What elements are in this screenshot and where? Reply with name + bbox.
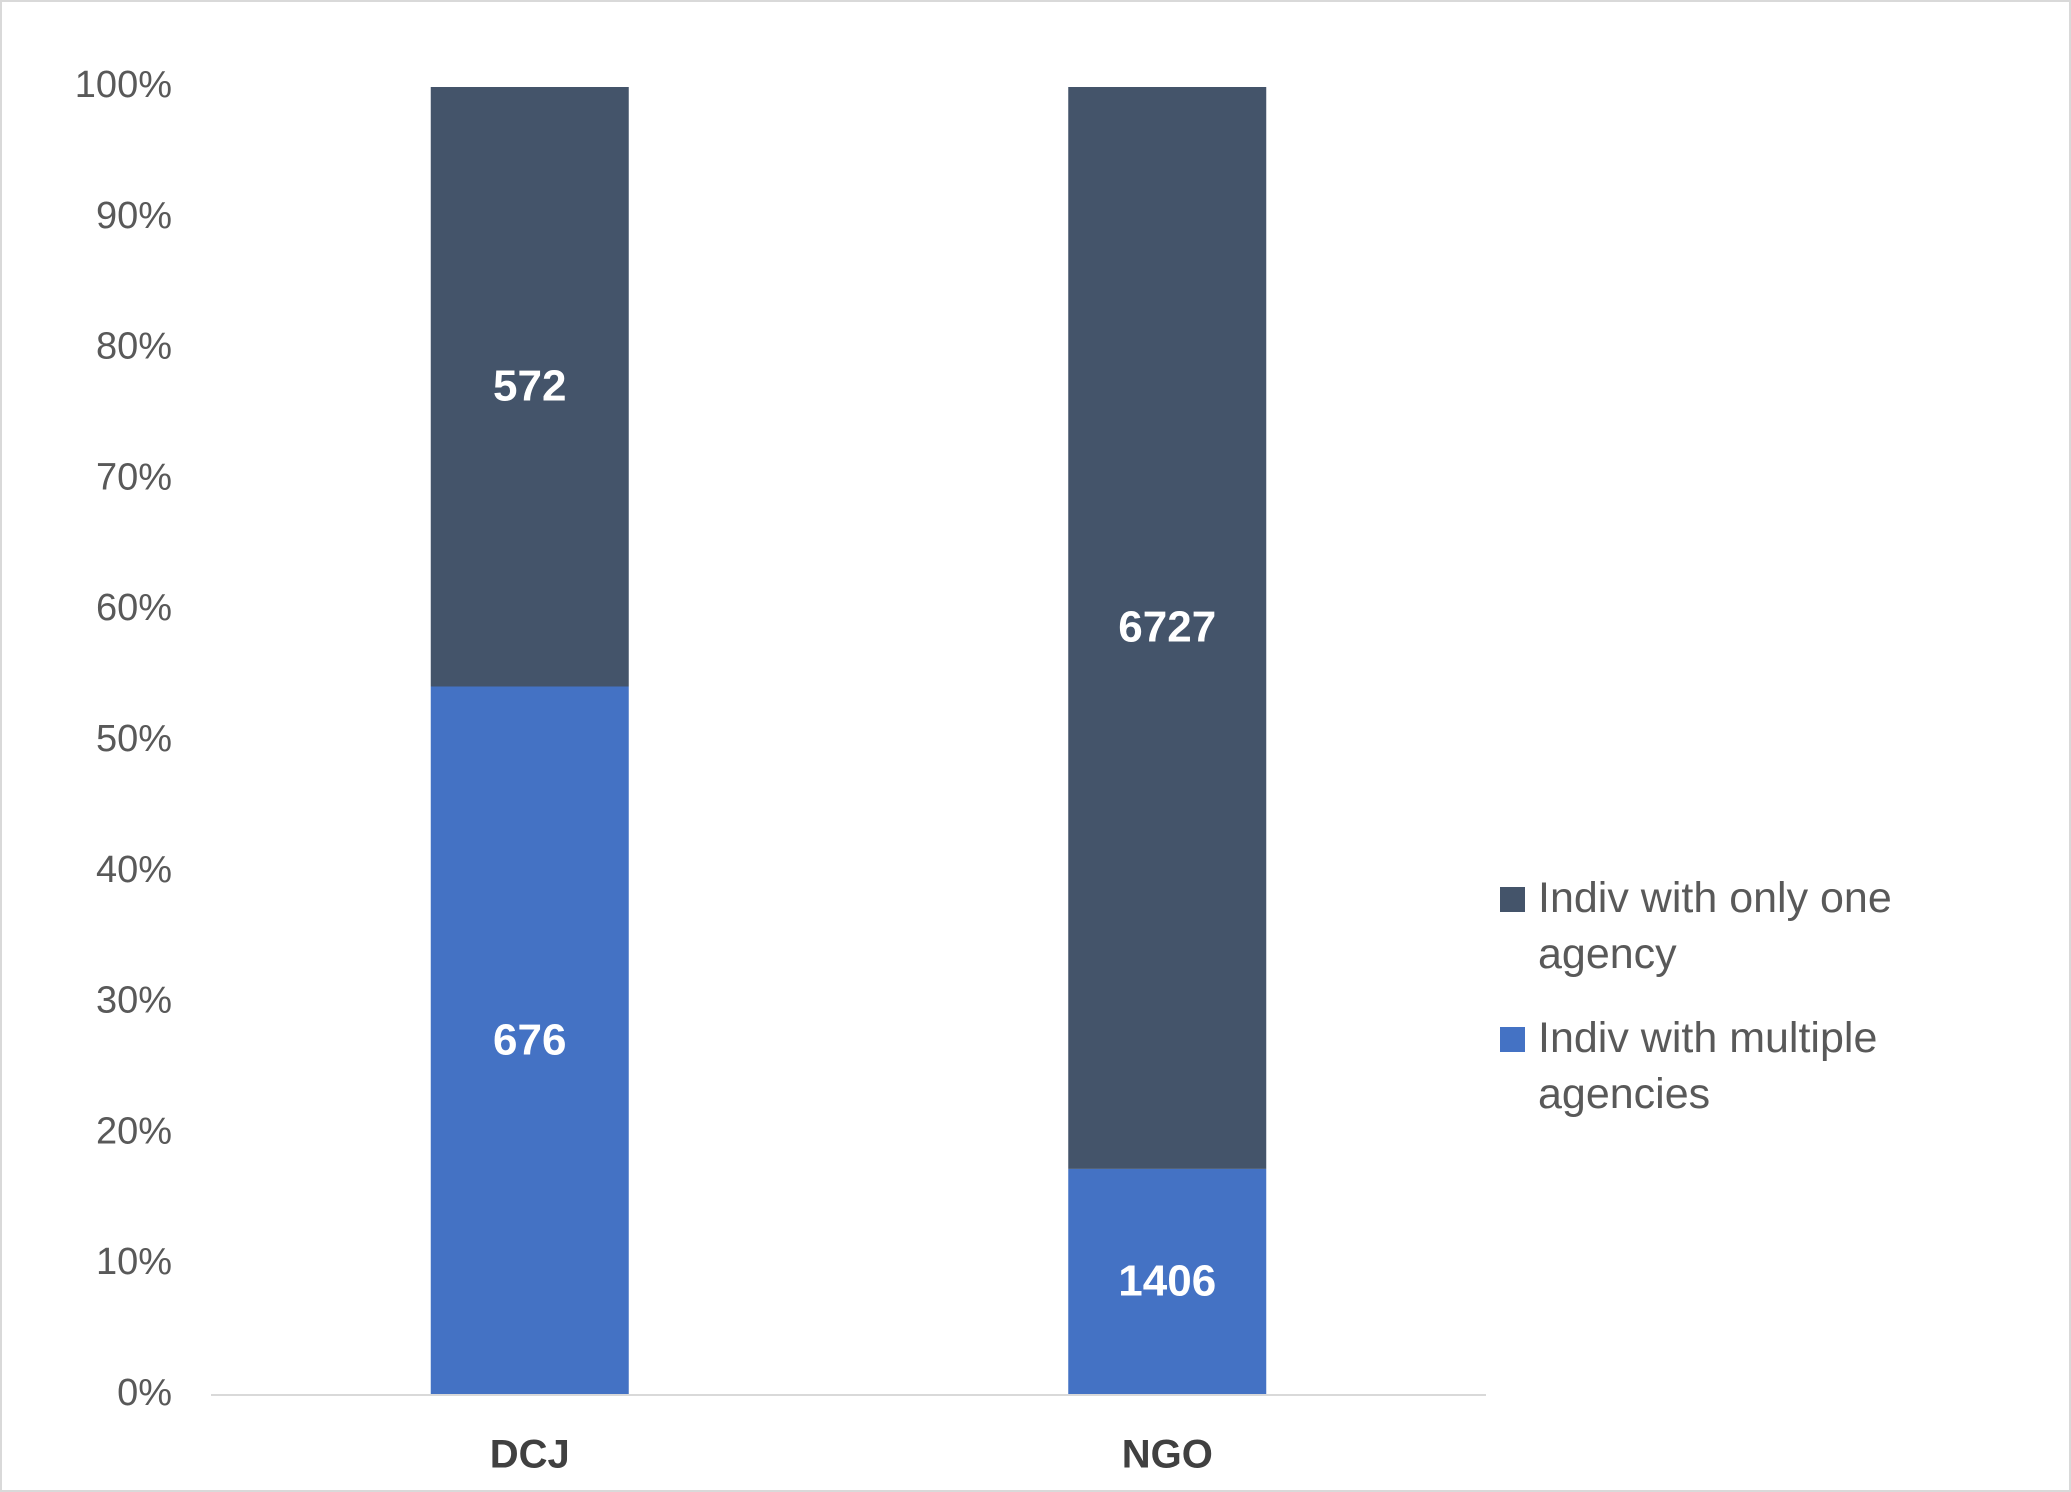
legend-label: Indiv with only one agency	[1538, 874, 1892, 978]
bar-segment	[430, 686, 629, 1395]
bar-segment	[1068, 1168, 1267, 1395]
y-tick-label: 60%	[96, 587, 172, 629]
y-tick-label: 100%	[75, 64, 172, 106]
legend-item: Indiv with only one agency	[1500, 870, 2020, 982]
y-tick-label: 70%	[96, 456, 172, 498]
x-tick-label: NGO	[1122, 1433, 1213, 1477]
y-tick-label: 20%	[96, 1110, 172, 1152]
legend-item: Indiv with multiple agencies	[1500, 1010, 2020, 1122]
y-tick-label: 40%	[96, 849, 172, 891]
y-tick-label: 0%	[117, 1372, 172, 1414]
data-label: 676	[493, 1015, 566, 1064]
legend-swatch	[1500, 887, 1525, 912]
bar-segment	[1068, 87, 1267, 1169]
data-label: 6727	[1118, 603, 1216, 652]
legend-swatch	[1500, 1027, 1525, 1052]
bar-segment	[430, 87, 629, 687]
data-label: 1406	[1118, 1257, 1216, 1306]
legend: Indiv with only one agency Indiv with mul…	[1500, 870, 2020, 1150]
legend-label: Indiv with multiple agencies	[1538, 1014, 1878, 1118]
y-tick-label: 80%	[96, 326, 172, 368]
data-label: 572	[493, 361, 566, 410]
y-tick-label: 30%	[96, 980, 172, 1022]
x-tick-label: DCJ	[490, 1433, 570, 1477]
y-tick-label: 90%	[96, 195, 172, 237]
y-tick-label: 10%	[96, 1241, 172, 1283]
y-tick-label: 50%	[96, 718, 172, 760]
